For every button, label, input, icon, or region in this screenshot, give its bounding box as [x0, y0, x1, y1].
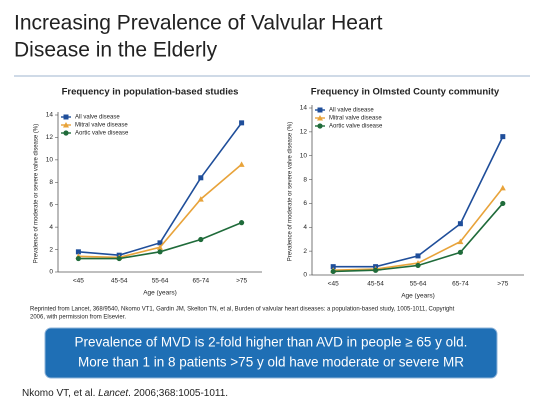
citation-part: Lancet	[98, 388, 129, 399]
chart-title: Frequency in Olmsted County community	[311, 87, 500, 98]
x-tick-label: 45-54	[111, 278, 128, 285]
reprint: 2006, with permission from Elsevier.	[30, 315, 126, 321]
marker	[317, 115, 323, 121]
marker	[500, 134, 506, 140]
marker	[239, 120, 245, 126]
marker	[457, 221, 463, 227]
y-tick-label: 4	[303, 224, 307, 231]
x-tick-label: 65-74	[452, 281, 469, 288]
marker	[317, 107, 323, 113]
marker	[373, 267, 379, 273]
x-tick-label: 45-54	[367, 281, 384, 288]
marker	[197, 196, 204, 202]
marker	[500, 200, 506, 207]
x-axis-label: Age (years)	[143, 290, 177, 297]
slide-title: Increasing Prevalence of Valvular Heart	[14, 12, 383, 35]
citation: Nkomo VT, et al. Lancet. 2006;368:1005-1…	[22, 388, 228, 399]
y-tick-label: 4	[49, 224, 53, 231]
y-tick-label: 14	[46, 112, 54, 119]
x-tick-label: >75	[497, 281, 508, 288]
y-tick-label: 6	[49, 201, 53, 208]
marker	[198, 236, 204, 243]
callout-text: More than 1 in 8 patients >75 y old have…	[78, 355, 464, 370]
y-tick-label: 0	[303, 272, 307, 279]
marker	[75, 255, 81, 262]
y-tick-label: 6	[303, 200, 307, 207]
y-tick-label: 10	[46, 157, 54, 164]
y-axis-label: Prevalence of moderate or severe valve d…	[288, 122, 294, 261]
marker	[457, 249, 463, 255]
callout-box	[44, 327, 498, 379]
legend-label: Mitral valve disease	[329, 116, 382, 122]
citation-part: Nkomo VT, et al.	[22, 388, 98, 399]
marker	[499, 184, 506, 191]
y-tick-label: 8	[303, 176, 307, 183]
marker	[457, 238, 464, 245]
legend-label: Aortic valve disease	[75, 131, 129, 137]
x-tick-label: 55-64	[410, 281, 427, 288]
marker	[75, 249, 81, 255]
x-tick-label: >75	[236, 278, 247, 285]
y-tick-label: 8	[49, 179, 53, 186]
slide-title: Disease in the Elderly	[14, 39, 218, 62]
marker	[415, 262, 421, 269]
y-tick-label: 12	[300, 129, 308, 136]
marker	[238, 161, 245, 167]
marker	[157, 240, 163, 246]
x-tick-label: 55-64	[152, 278, 169, 285]
marker	[330, 264, 336, 270]
y-tick-label: 2	[49, 246, 53, 253]
y-tick-label: 0	[49, 269, 53, 276]
marker	[157, 244, 163, 250]
marker	[63, 114, 69, 120]
series-line	[333, 136, 504, 268]
reprint: Reprinted from Lancet, 368/9540, Nkomo V…	[30, 307, 455, 313]
marker	[198, 175, 204, 181]
y-tick-label: 2	[303, 248, 307, 255]
y-tick-label: 12	[46, 134, 54, 141]
legend-label: Aortic valve disease	[329, 124, 383, 130]
marker	[116, 255, 122, 262]
marker	[157, 249, 163, 255]
marker	[317, 123, 323, 129]
series-line	[78, 122, 243, 256]
marker	[63, 130, 69, 136]
marker	[63, 122, 69, 128]
callout-text: Prevalence of MVD is 2-fold higher than …	[75, 335, 468, 350]
x-tick-label: 65-74	[192, 278, 209, 285]
marker	[415, 253, 421, 259]
y-tick-label: 14	[300, 105, 308, 112]
citation-part: . 2006;368:1005-1011.	[128, 388, 228, 399]
x-axis-label: Age (years)	[401, 293, 435, 300]
marker	[330, 268, 336, 275]
marker	[239, 220, 245, 226]
x-tick-label: <45	[328, 281, 339, 288]
legend-label: Mitral valve disease	[75, 123, 128, 129]
legend-label: All valve disease	[75, 115, 120, 121]
x-tick-label: <45	[73, 278, 84, 285]
y-tick-label: 10	[300, 152, 308, 159]
y-axis-label: Prevalence of moderate or severe valve d…	[34, 124, 40, 263]
chart-title: Frequency in population-based studies	[62, 87, 239, 98]
legend-label: All valve disease	[329, 108, 374, 114]
